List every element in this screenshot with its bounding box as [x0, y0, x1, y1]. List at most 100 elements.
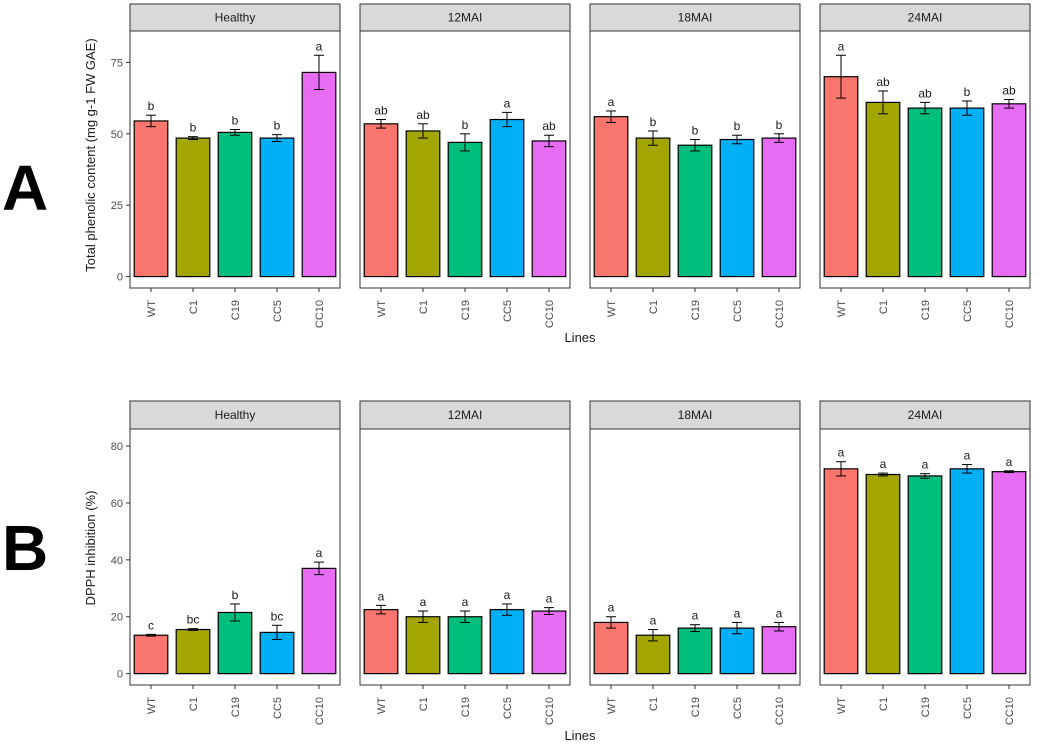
x-axis-title-a: Lines — [564, 330, 596, 345]
x-tick-label: CC5 — [502, 300, 514, 322]
y-tick-label: 75 — [111, 57, 123, 69]
significance-letter: ab — [876, 75, 890, 89]
bar-cc5 — [259, 631, 295, 675]
bar-c19 — [217, 131, 253, 278]
significance-letter: a — [316, 546, 323, 560]
x-tick-label: CC10 — [1004, 697, 1016, 725]
bar-cc10 — [301, 71, 337, 278]
bar-c1 — [175, 628, 211, 675]
y-axis-title-b: DPPH inhibition (%) — [83, 491, 98, 606]
bar-wt — [133, 634, 169, 675]
significance-letter: bc — [271, 609, 284, 623]
y-tick-label: 40 — [111, 555, 123, 567]
x-tick-label: CC10 — [774, 300, 786, 328]
facet-b-24mai: 24MAI a WT a C1 a C19 a CC5 a CC10 — [819, 400, 1031, 725]
significance-letter: a — [922, 458, 929, 472]
bar-cc10 — [531, 610, 567, 675]
bar-wt — [363, 609, 399, 675]
bar-cc5 — [489, 118, 525, 278]
chart-panel-b: B DPPH inhibition (%) Lines 0 20 40 60 80 He… — [2, 400, 1031, 743]
facet-strip — [129, 3, 341, 32]
x-tick-label: CC10 — [1004, 300, 1016, 328]
bar-c1 — [865, 101, 901, 278]
significance-letter: ab — [416, 108, 430, 122]
significance-letter: bc — [187, 613, 200, 627]
significance-letter: a — [546, 592, 553, 606]
significance-letter: b — [964, 85, 971, 99]
facet-strip-label: 12MAI — [448, 408, 483, 422]
x-tick-label: CC5 — [732, 300, 744, 322]
y-axis-ticks-a: 0 25 50 75 — [111, 57, 130, 284]
panel-letter-a: A — [2, 152, 48, 224]
y-tick-label: 25 — [111, 200, 123, 212]
significance-letter: a — [838, 39, 845, 53]
bar-c1 — [635, 137, 671, 278]
bar-wt — [363, 123, 399, 278]
bar-c1 — [175, 137, 211, 278]
x-tick-label: WT — [836, 697, 848, 714]
bar-cc10 — [991, 471, 1027, 675]
bar-cc5 — [719, 627, 755, 675]
bar-cc10 — [761, 626, 797, 675]
facet-a-24mai: 24MAI a WT ab C1 ab C19 b CC5 ab CC10 — [819, 3, 1031, 328]
x-tick-label: C19 — [230, 697, 242, 717]
bar-cc5 — [719, 138, 755, 278]
facet-strip-label: 18MAI — [678, 11, 713, 25]
significance-letter: c — [148, 618, 154, 632]
facet-b-18mai: 18MAI a WT a C1 a C19 a CC5 a CC10 — [589, 400, 801, 725]
facet-strip-label: 18MAI — [678, 408, 713, 422]
y-tick-label: 60 — [111, 498, 123, 510]
x-tick-label: CC10 — [314, 697, 326, 725]
facets-b: Healthy c WT bc C1 b C19 bc CC5 a CC10 12MAI a WT a C1 a… — [129, 400, 1031, 725]
facet-strip — [589, 3, 801, 32]
significance-letter: a — [378, 589, 385, 603]
x-tick-label: C1 — [188, 300, 200, 314]
bar-cc10 — [301, 567, 337, 675]
bar-cc5 — [489, 609, 525, 675]
significance-letter: a — [504, 588, 511, 602]
facet-strip — [589, 400, 801, 430]
x-tick-label: C19 — [230, 300, 242, 320]
x-tick-label: C1 — [418, 697, 430, 711]
significance-letter: b — [692, 124, 699, 138]
significance-letter: b — [190, 121, 197, 135]
significance-letter: a — [316, 39, 323, 53]
significance-letter: a — [420, 595, 427, 609]
significance-letter: b — [148, 99, 155, 113]
y-tick-label: 80 — [111, 441, 123, 453]
significance-letter: b — [232, 114, 239, 128]
facet-a-12mai: 12MAI ab WT ab C1 b C19 a CC5 ab CC10 — [359, 3, 571, 328]
bar-cc5 — [949, 107, 985, 278]
facet-strip-label: Healthy — [215, 11, 256, 25]
x-tick-label: CC5 — [732, 697, 744, 719]
significance-letter: b — [776, 118, 783, 132]
facet-b-12mai: 12MAI a WT a C1 a C19 a CC5 a CC10 — [359, 400, 571, 725]
x-tick-label: CC5 — [272, 697, 284, 719]
significance-letter: a — [462, 595, 469, 609]
x-tick-label: WT — [836, 300, 848, 317]
bar-cc5 — [949, 468, 985, 675]
y-tick-label: 50 — [111, 129, 123, 141]
facet-strip — [129, 400, 341, 430]
x-tick-label: C19 — [460, 300, 472, 320]
x-tick-label: C1 — [188, 697, 200, 711]
x-tick-label: CC10 — [544, 697, 556, 725]
x-tick-label: C1 — [648, 697, 660, 711]
bar-c19 — [447, 616, 483, 675]
x-tick-label: C1 — [878, 697, 890, 711]
facet-strip — [819, 3, 1031, 32]
facet-strip-label: Healthy — [215, 408, 256, 422]
x-tick-label: WT — [376, 300, 388, 317]
significance-letter: ab — [1002, 84, 1016, 98]
x-tick-label: WT — [146, 300, 158, 317]
significance-letter: ab — [374, 104, 388, 118]
x-tick-label: C19 — [690, 697, 702, 717]
significance-letter: a — [1006, 455, 1013, 469]
bar-c19 — [907, 475, 943, 675]
facet-a-healthy: Healthy b WT b C1 b C19 b CC5 a CC10 — [129, 3, 341, 328]
bar-c19 — [907, 107, 943, 278]
bar-c1 — [635, 634, 671, 675]
x-tick-label: CC5 — [962, 300, 974, 322]
x-tick-label: WT — [146, 697, 158, 714]
